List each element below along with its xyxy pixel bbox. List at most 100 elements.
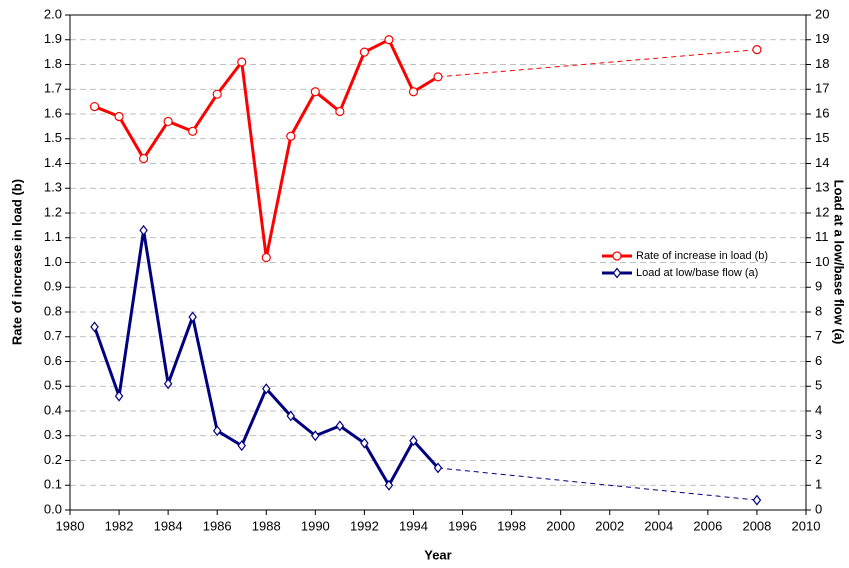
data-point bbox=[286, 410, 296, 422]
x-tick-label: 1980 bbox=[56, 518, 85, 533]
data-point bbox=[384, 35, 394, 45]
x-tick-label: 1982 bbox=[105, 518, 134, 533]
y2-tick-label: 19 bbox=[815, 31, 829, 46]
y-tick-label: 1.2 bbox=[44, 204, 62, 219]
y-tick-label: 1.8 bbox=[44, 56, 62, 71]
data-point bbox=[237, 440, 246, 452]
x-tick-label: 1992 bbox=[350, 518, 379, 533]
y-tick-label: 0.0 bbox=[44, 501, 62, 516]
data-point bbox=[90, 321, 99, 333]
data-point bbox=[261, 252, 271, 263]
y2-tick-label: 14 bbox=[815, 155, 829, 170]
y-tick-label: 1.6 bbox=[44, 105, 62, 120]
y-tick-label: 1.3 bbox=[44, 180, 62, 195]
y-tick-label: 1.1 bbox=[44, 229, 62, 244]
data-point bbox=[408, 87, 419, 97]
y2-tick-label: 12 bbox=[815, 204, 829, 219]
y2-tick-label: 2 bbox=[815, 452, 822, 467]
y-tick-label: 0.6 bbox=[44, 353, 62, 368]
series-line bbox=[93, 38, 439, 260]
y2-tick-label: 5 bbox=[815, 378, 822, 393]
data-point bbox=[163, 116, 173, 127]
x-tick-label: 1994 bbox=[399, 518, 428, 533]
y2-tick-label: 10 bbox=[815, 254, 829, 269]
data-point bbox=[335, 420, 345, 432]
y2-tick-label: 18 bbox=[815, 56, 829, 71]
y-tick-label: 1.7 bbox=[44, 81, 62, 96]
data-point bbox=[384, 479, 394, 491]
legend-label: Rate of increase in load (b) bbox=[636, 250, 768, 262]
x-tick-label: 1990 bbox=[301, 518, 330, 533]
y2-axis-title: Load at a low/base flow (a) bbox=[832, 180, 847, 345]
data-point bbox=[335, 106, 345, 117]
x-axis-title: Year bbox=[424, 547, 451, 562]
x-tick-label: 2000 bbox=[546, 518, 575, 533]
y-tick-label: 0.3 bbox=[44, 427, 62, 442]
y-tick-label: 0.1 bbox=[44, 477, 62, 492]
data-point bbox=[114, 390, 124, 402]
data-point bbox=[311, 430, 320, 442]
y2-tick-label: 11 bbox=[815, 229, 829, 244]
data-point bbox=[359, 47, 369, 57]
data-point bbox=[433, 462, 443, 474]
data-point bbox=[237, 57, 247, 67]
x-tick-label: 2004 bbox=[644, 518, 673, 533]
series-line bbox=[93, 228, 440, 487]
y2-tick-label: 20 bbox=[815, 6, 829, 21]
y2-tick-label: 3 bbox=[815, 427, 822, 442]
data-point bbox=[752, 494, 762, 506]
y2-tick-label: 8 bbox=[815, 303, 822, 318]
data-point bbox=[286, 131, 296, 141]
data-point bbox=[188, 126, 198, 136]
y-axis-title: Rate of increase in load (b) bbox=[9, 179, 24, 345]
y-tick-label: 0.8 bbox=[44, 303, 62, 318]
y2-tick-label: 7 bbox=[815, 328, 822, 343]
y-tick-label: 1.9 bbox=[44, 31, 62, 46]
plot-frame bbox=[69, 14, 807, 511]
y-tick-label: 2.0 bbox=[44, 6, 62, 21]
data-point bbox=[310, 87, 320, 97]
y2-tick-label: 0 bbox=[815, 501, 822, 516]
data-point bbox=[163, 378, 173, 390]
data-point bbox=[752, 45, 762, 55]
data-point bbox=[212, 425, 222, 437]
x-tick-label: 2008 bbox=[742, 518, 771, 533]
data-point bbox=[139, 224, 148, 236]
y2-tick-label: 13 bbox=[815, 180, 829, 195]
y2-tick-label: 1 bbox=[815, 477, 822, 492]
y-tick-label: 0.7 bbox=[44, 328, 62, 343]
x-tick-label: 2002 bbox=[595, 518, 624, 533]
y-tick-label: 0.4 bbox=[44, 402, 62, 417]
y2-tick-label: 9 bbox=[815, 279, 822, 294]
y2-tick-label: 16 bbox=[815, 105, 829, 120]
y2-tick-label: 17 bbox=[815, 81, 829, 96]
data-point bbox=[262, 383, 271, 395]
y2-tick-label: 6 bbox=[815, 353, 822, 368]
data-point bbox=[114, 111, 124, 122]
data-point bbox=[188, 311, 197, 323]
y2-tick-label: 4 bbox=[815, 402, 822, 417]
x-tick-label: 1986 bbox=[203, 518, 232, 533]
y-tick-label: 0.9 bbox=[44, 279, 62, 294]
data-point bbox=[409, 435, 418, 447]
legend-label: Load at low/base flow (a) bbox=[636, 267, 758, 279]
x-tick-label: 2010 bbox=[792, 518, 821, 533]
data-point bbox=[89, 101, 100, 112]
projection-line bbox=[437, 49, 757, 78]
y-tick-label: 0.2 bbox=[44, 452, 62, 467]
x-tick-label: 1988 bbox=[252, 518, 281, 533]
legend-marker bbox=[612, 267, 622, 279]
data-point bbox=[212, 89, 222, 99]
y-tick-label: 1.4 bbox=[44, 155, 62, 170]
y-tick-label: 0.5 bbox=[44, 378, 62, 393]
y-tick-label: 1.0 bbox=[44, 254, 62, 269]
x-tick-label: 1998 bbox=[497, 518, 526, 533]
x-tick-label: 2006 bbox=[693, 518, 722, 533]
x-tick-label: 1996 bbox=[448, 518, 477, 533]
data-point bbox=[433, 72, 443, 82]
data-point bbox=[360, 437, 369, 449]
projection-line bbox=[437, 467, 757, 501]
y-tick-label: 1.5 bbox=[44, 130, 62, 145]
